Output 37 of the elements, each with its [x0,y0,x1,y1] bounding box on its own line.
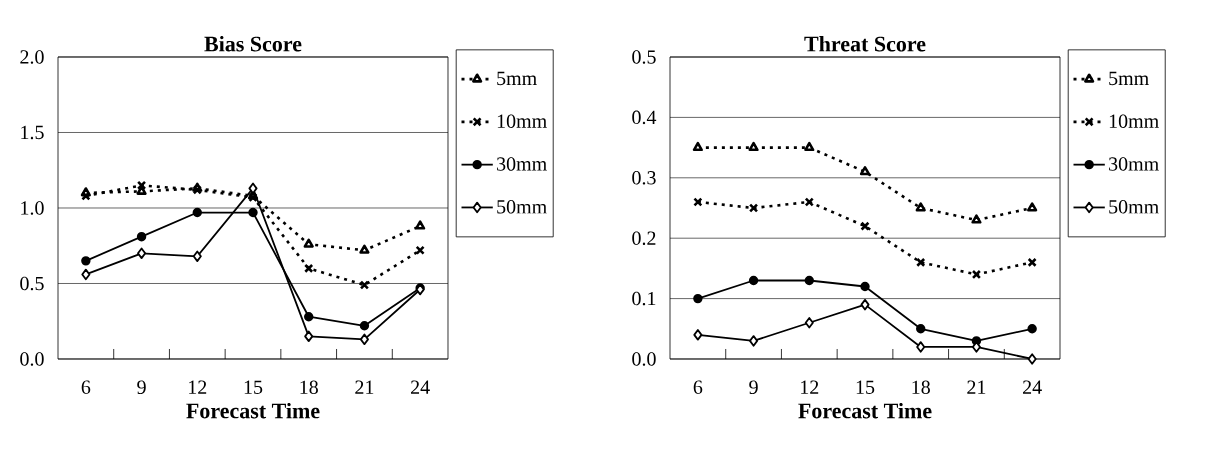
x-tick-label: 18 [300,380,318,395]
legend-label: 50mm [1109,200,1159,214]
y-tick-label: 0.4 [632,110,657,125]
x-tick-label: 12 [801,380,819,394]
y-tick-label: 0.5 [632,50,656,64]
x-tick-label: 24 [1023,380,1042,394]
legend-label: 5mm [1109,71,1149,86]
y-tick-label: 2.0 [20,50,44,64]
y-tick-label: 0.3 [632,171,656,185]
y-tick-label: 1.0 [21,201,44,215]
x-tick-label: 24 [411,380,430,394]
x-tick-label: 9 [749,380,758,394]
y-tick-label: 0.0 [632,352,656,366]
x-tick-label: 21 [967,380,986,394]
x-tick-label: 15 [244,380,263,394]
legend-label: 10mm [1109,114,1159,128]
x-tick-label: 9 [137,380,146,394]
legend-label: 10mm [497,114,547,128]
x-tick-label: 6 [81,380,91,394]
legend-label: 30mm [1109,157,1159,171]
y-tick-label: 0.0 [20,352,44,366]
x-tick-label: 6 [693,380,703,394]
x-tick-label: 12 [189,380,207,394]
y-tick-label: 0.5 [20,276,44,291]
legend-label: 5mm [497,71,537,86]
legend-label: 30mm [497,157,547,171]
chart-title: Bias Score [204,35,302,52]
legend-label: 50mm [497,200,547,214]
x-tick-label: 21 [355,380,374,394]
x-tick-label: 18 [912,380,930,395]
chart-title: Threat Score [804,35,926,52]
y-tick-label: 0.1 [632,291,656,306]
y-tick-label: 1.5 [21,125,44,140]
y-tick-label: 0.2 [632,231,656,245]
x-axis-title: Forecast Time [186,402,320,419]
x-axis-title: Forecast Time [798,402,932,419]
x-tick-label: 15 [856,380,875,394]
